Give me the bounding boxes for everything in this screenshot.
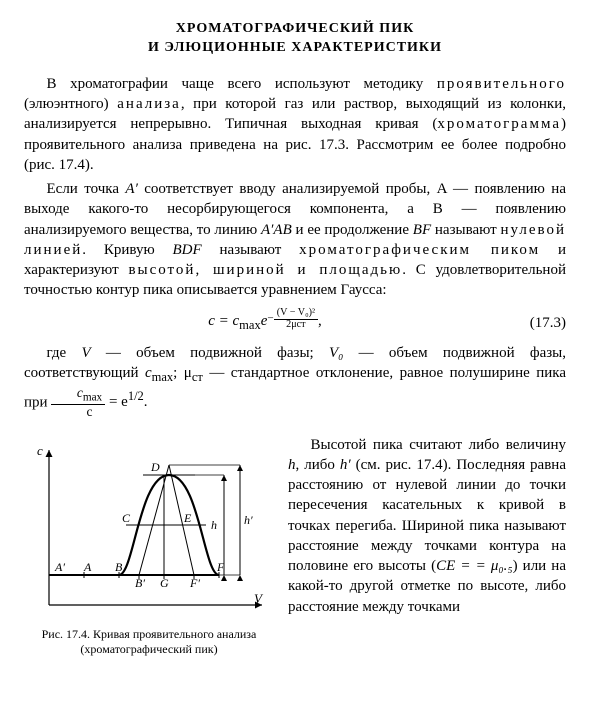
- svg-text:E: E: [183, 511, 192, 525]
- eq-exp-num: (V − V₀)²: [274, 308, 318, 320]
- eq-sub: max: [239, 318, 261, 332]
- svg-text:B: B: [115, 560, 123, 574]
- text: = e: [105, 394, 128, 410]
- math-symbol: h: [288, 457, 296, 473]
- title-line-2: И ЭЛЮЦИОННЫЕ ХАРАКТЕРИСТИКИ: [148, 40, 442, 55]
- eq-exponent: −(V − V₀)²2μст: [267, 308, 318, 330]
- equation-17-3: c = cmaxe−(V − V₀)²2μст, (17.3): [24, 311, 566, 335]
- text: называют: [202, 242, 299, 258]
- section-title: ХРОМАТОГРАФИЧЕСКИЙ ПИК И ЭЛЮЦИОННЫЕ ХАРА…: [24, 20, 566, 58]
- svg-text:C: C: [122, 511, 131, 525]
- svg-text:D: D: [150, 460, 160, 474]
- math-symbol: A′AB: [261, 222, 292, 238]
- text: ; μ: [173, 365, 192, 381]
- spaced-term: хроматограмма: [437, 116, 561, 132]
- math-symbol: BDF: [173, 242, 202, 258]
- svg-text:V: V: [254, 591, 264, 606]
- eq-e: e: [261, 313, 268, 329]
- svg-text:B′: B′: [135, 576, 145, 590]
- paragraph-2: Если точка A′ соответствует вводу анализ…: [24, 179, 566, 301]
- svg-text:F: F: [216, 560, 225, 574]
- math-symbol: BF: [413, 222, 431, 238]
- eq-exp-den: 2μст: [274, 320, 318, 331]
- text: , либо: [296, 457, 340, 473]
- math-symbol: h′: [340, 457, 351, 473]
- math-symbol: V: [81, 345, 90, 361]
- svg-text:A′: A′: [54, 560, 65, 574]
- math-symbol: c: [145, 365, 152, 381]
- figure-caption: Рис. 17.4. Кривая проявительного анализа…: [24, 627, 274, 657]
- spaced-term: высотой, шириной и площадью: [128, 262, 402, 278]
- frac-num: cmax: [51, 386, 105, 406]
- text: Если точка: [47, 181, 126, 197]
- equation-body: c = cmaxe−(V − V₀)²2μст,: [208, 311, 322, 335]
- text: где: [47, 345, 82, 361]
- eq-sub: ст: [192, 370, 203, 384]
- spaced-term: проявительного: [437, 76, 566, 92]
- text: Высотой пика считают либо величину: [311, 437, 567, 453]
- svg-text:c: c: [37, 443, 43, 458]
- text: В хроматографии чаще всего используют ме…: [47, 76, 437, 92]
- paragraph-1: В хроматографии чаще всего используют ме…: [24, 74, 566, 175]
- chromatogram-svg: cVA′ABB′CDEFF′Ghh′: [24, 435, 274, 615]
- eq-sup: 1/2: [128, 389, 144, 403]
- text: (см. рис. 17.4). Последняя равна расстоя…: [288, 457, 566, 574]
- svg-text:A: A: [83, 560, 92, 574]
- figure-17-4: cVA′ABB′CDEFF′Ghh′ Рис. 17.4. Кривая про…: [24, 435, 274, 657]
- math-symbol: CE = = μ₀.₅: [436, 558, 512, 574]
- svg-text:h′: h′: [244, 513, 253, 527]
- math-symbol: A′: [125, 181, 137, 197]
- text: и ее продолжение: [292, 222, 413, 238]
- frac-den: c: [51, 405, 105, 419]
- text: .: [144, 394, 148, 410]
- svg-text:h: h: [211, 518, 217, 532]
- spaced-term: анализа: [117, 96, 181, 112]
- paragraph-3: где V — объем подвижной фазы; V₀ — объем…: [24, 343, 566, 420]
- svg-text:F′: F′: [189, 576, 200, 590]
- eq-comma: ,: [318, 313, 322, 329]
- text: называют: [431, 222, 500, 238]
- math-symbol: V₀: [329, 345, 343, 361]
- eq-sub: max: [152, 370, 174, 384]
- fraction: cmax c: [51, 386, 105, 420]
- eq-lhs: c = c: [208, 313, 239, 329]
- spaced-term: хроматографическим пиком: [299, 242, 540, 258]
- text: — объем подвижной фазы;: [91, 345, 329, 361]
- text: . Кривую: [82, 242, 172, 258]
- text: (элюэнтного): [24, 96, 117, 112]
- equation-number: (17.3): [506, 313, 566, 333]
- title-line-1: ХРОМАТОГРАФИЧЕСКИЙ ПИК: [176, 21, 415, 36]
